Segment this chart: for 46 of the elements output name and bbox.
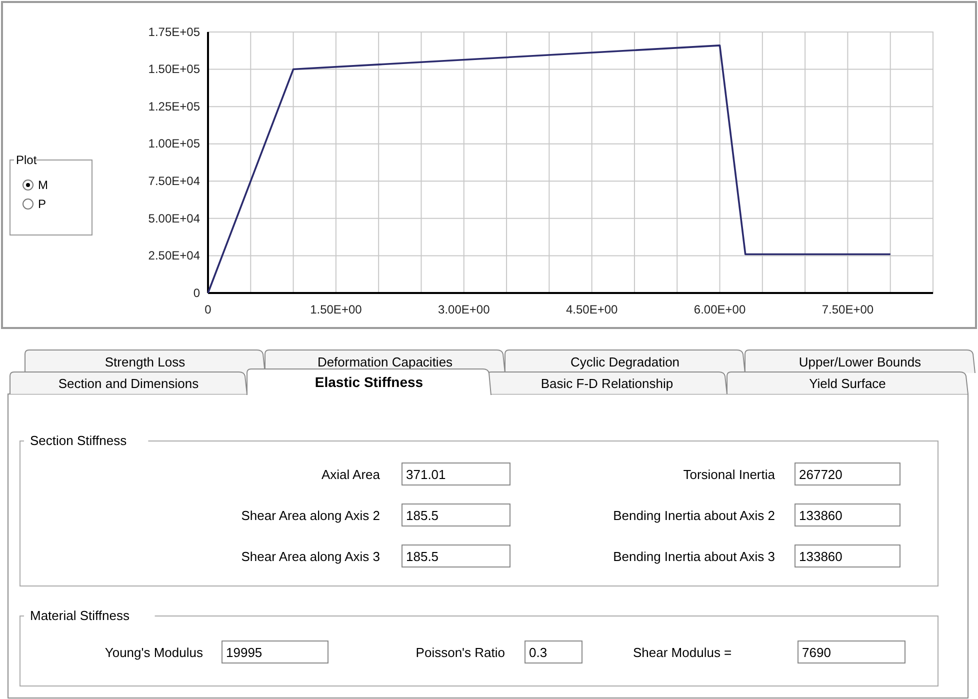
text: Plot [16,153,38,167]
text: 267720 [799,467,842,482]
text: Bending Inertia about Axis 3 [613,549,775,564]
y-tick-label: 2.50E+04 [148,248,200,263]
text: Young's Modulus [104,645,204,660]
text: 7690 [802,645,831,660]
text: 0.3 [529,645,548,660]
text: Material Stiffness [30,608,130,623]
y-tick-label: 5.00E+04 [148,211,200,226]
text: 185.5 [406,549,439,564]
text: Deformation Capacities [317,354,454,370]
text: Torsional Inertia [683,467,776,482]
text: Yield Surface [809,376,886,391]
text: Elastic Stiffness [314,374,424,390]
y-tick-label: 1.75E+05 [148,24,200,39]
text: Strength Loss [104,354,186,370]
y-tick-label: 7.50E+04 [148,174,200,188]
x-tick-label: 4.50E+00 [566,302,618,317]
text: Section Stiffness [30,433,128,448]
x-tick-label: 1.50E+00 [310,302,362,317]
y-tick-label: 1.25E+05 [148,99,200,114]
text: Shear Area along Axis 3 [241,549,380,564]
text: P [38,197,46,211]
text: Shear Area along Axis 2 [241,508,380,523]
text: Cyclic Degradation [570,354,680,370]
text: Bending Inertia about Axis 2 [613,508,775,523]
y-tick-label: 0 [193,286,200,300]
text: 371.01 [406,467,446,482]
text: Axial Area [321,467,381,482]
y-tick-label: 1.50E+05 [148,62,200,76]
x-tick-label: 0 [204,302,212,317]
text: 19995 [226,645,262,660]
y-tick-label: 1.00E+05 [148,136,200,151]
text: Section and Dimensions [58,376,200,391]
text: Poisson's Ratio [416,645,505,660]
x-tick-label: 3.00E+00 [438,302,490,317]
text: 133860 [799,549,842,564]
x-tick-label: 7.50E+00 [822,302,874,317]
text: Upper/Lower Bounds [798,354,922,370]
text: M [38,178,48,192]
text: 133860 [799,508,842,523]
text: Shear Modulus = [633,645,732,660]
line-series [207,44,892,294]
text: Basic F-D Relationship [540,376,674,391]
x-tick-label: 6.00E+00 [694,302,746,317]
text: 185.5 [406,508,439,523]
